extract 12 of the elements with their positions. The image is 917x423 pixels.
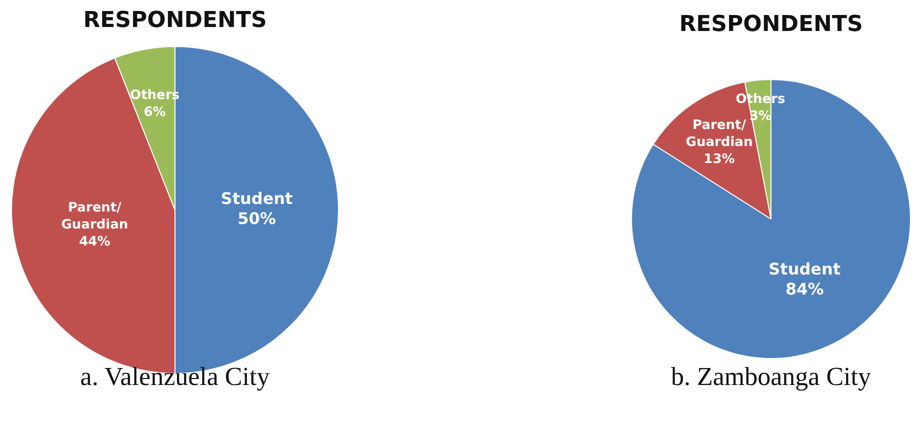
chart-title: RESPONDENTS: [678, 12, 864, 37]
slice-label: Student: [220, 189, 294, 208]
slice-label: Student: [768, 259, 841, 278]
data-label: 50%: [238, 209, 276, 228]
data-label: 6%: [144, 104, 166, 120]
data-label: 84%: [785, 279, 824, 298]
text: b. Zamboanga City: [670, 362, 872, 392]
chart-title: RESPONDENTS: [82, 8, 268, 33]
slice-label: Parent/Guardian: [61, 200, 128, 233]
text: a. Valenzuela City: [79, 362, 271, 392]
data-label: 13%: [704, 152, 735, 168]
data-label: 44%: [79, 234, 110, 250]
